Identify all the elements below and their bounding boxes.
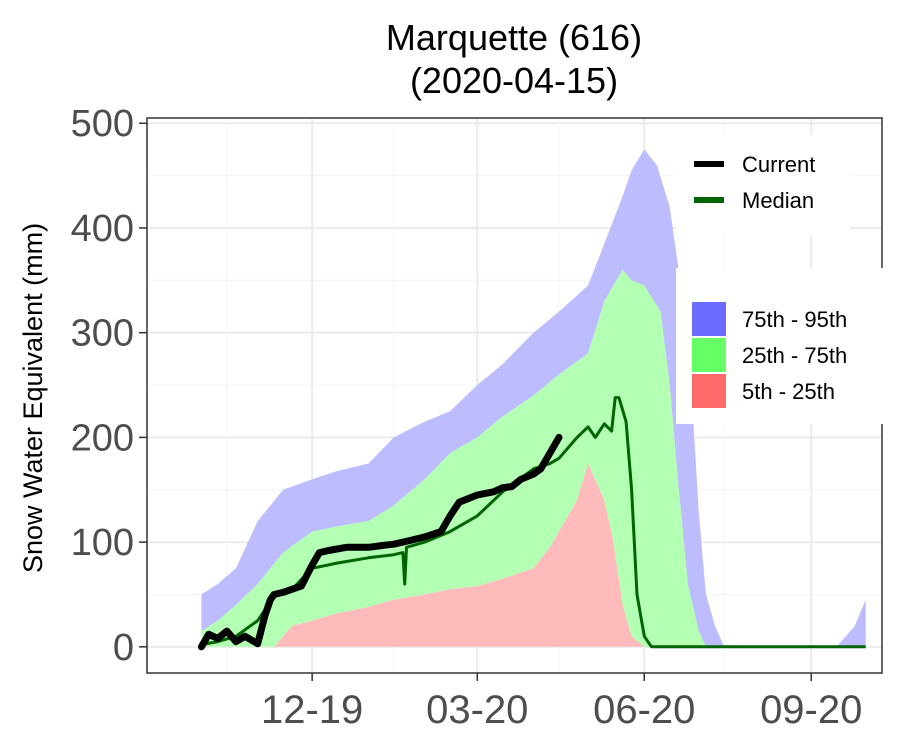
- legend-label-median: Median: [742, 188, 814, 213]
- y-tick-label: 400: [71, 208, 134, 250]
- x-tick-label: 09-20: [760, 688, 862, 732]
- band-25th-75th: [201, 269, 866, 647]
- y-axis-label: Snow Water Equivalent (mm): [18, 223, 48, 573]
- x-tick-label: 03-20: [426, 688, 528, 732]
- x-tick-label: 06-20: [593, 688, 695, 732]
- legend-key-band: [692, 338, 726, 372]
- legend-lines: Current Median: [676, 135, 850, 235]
- median-line: [201, 396, 866, 649]
- legend-bands: 75th - 95th 25th - 75th 5th - 25th: [676, 268, 884, 424]
- y-tick-label: 100: [71, 522, 134, 564]
- legend-label-band: 75th - 95th: [742, 307, 847, 332]
- band-5th-25th: [201, 463, 866, 647]
- chart-title-line2: (2020-04-15): [410, 60, 618, 101]
- chart-title-line1: Marquette (616): [386, 17, 642, 58]
- y-tick-label: 500: [71, 103, 134, 145]
- band-75th-95th: [201, 149, 866, 647]
- y-tick-label: 300: [71, 313, 134, 355]
- x-tick-label: 12-19: [261, 688, 363, 732]
- y-axis-ticks: 0 100 200 300 400 500: [71, 103, 147, 669]
- legend-label-band: 25th - 75th: [742, 343, 847, 368]
- legend-key-band: [692, 302, 726, 336]
- y-tick-label: 200: [71, 417, 134, 459]
- x-axis-ticks: 12-19 03-20 06-20 09-20: [261, 673, 862, 732]
- legend-label-band: 5th - 25th: [742, 379, 835, 404]
- data-lines: [197, 396, 866, 651]
- percentile-bands: [201, 149, 866, 647]
- y-tick-label: 0: [113, 627, 134, 669]
- current-line: [197, 433, 563, 651]
- legend-label-current: Current: [742, 152, 815, 177]
- legend-key-band: [692, 374, 726, 408]
